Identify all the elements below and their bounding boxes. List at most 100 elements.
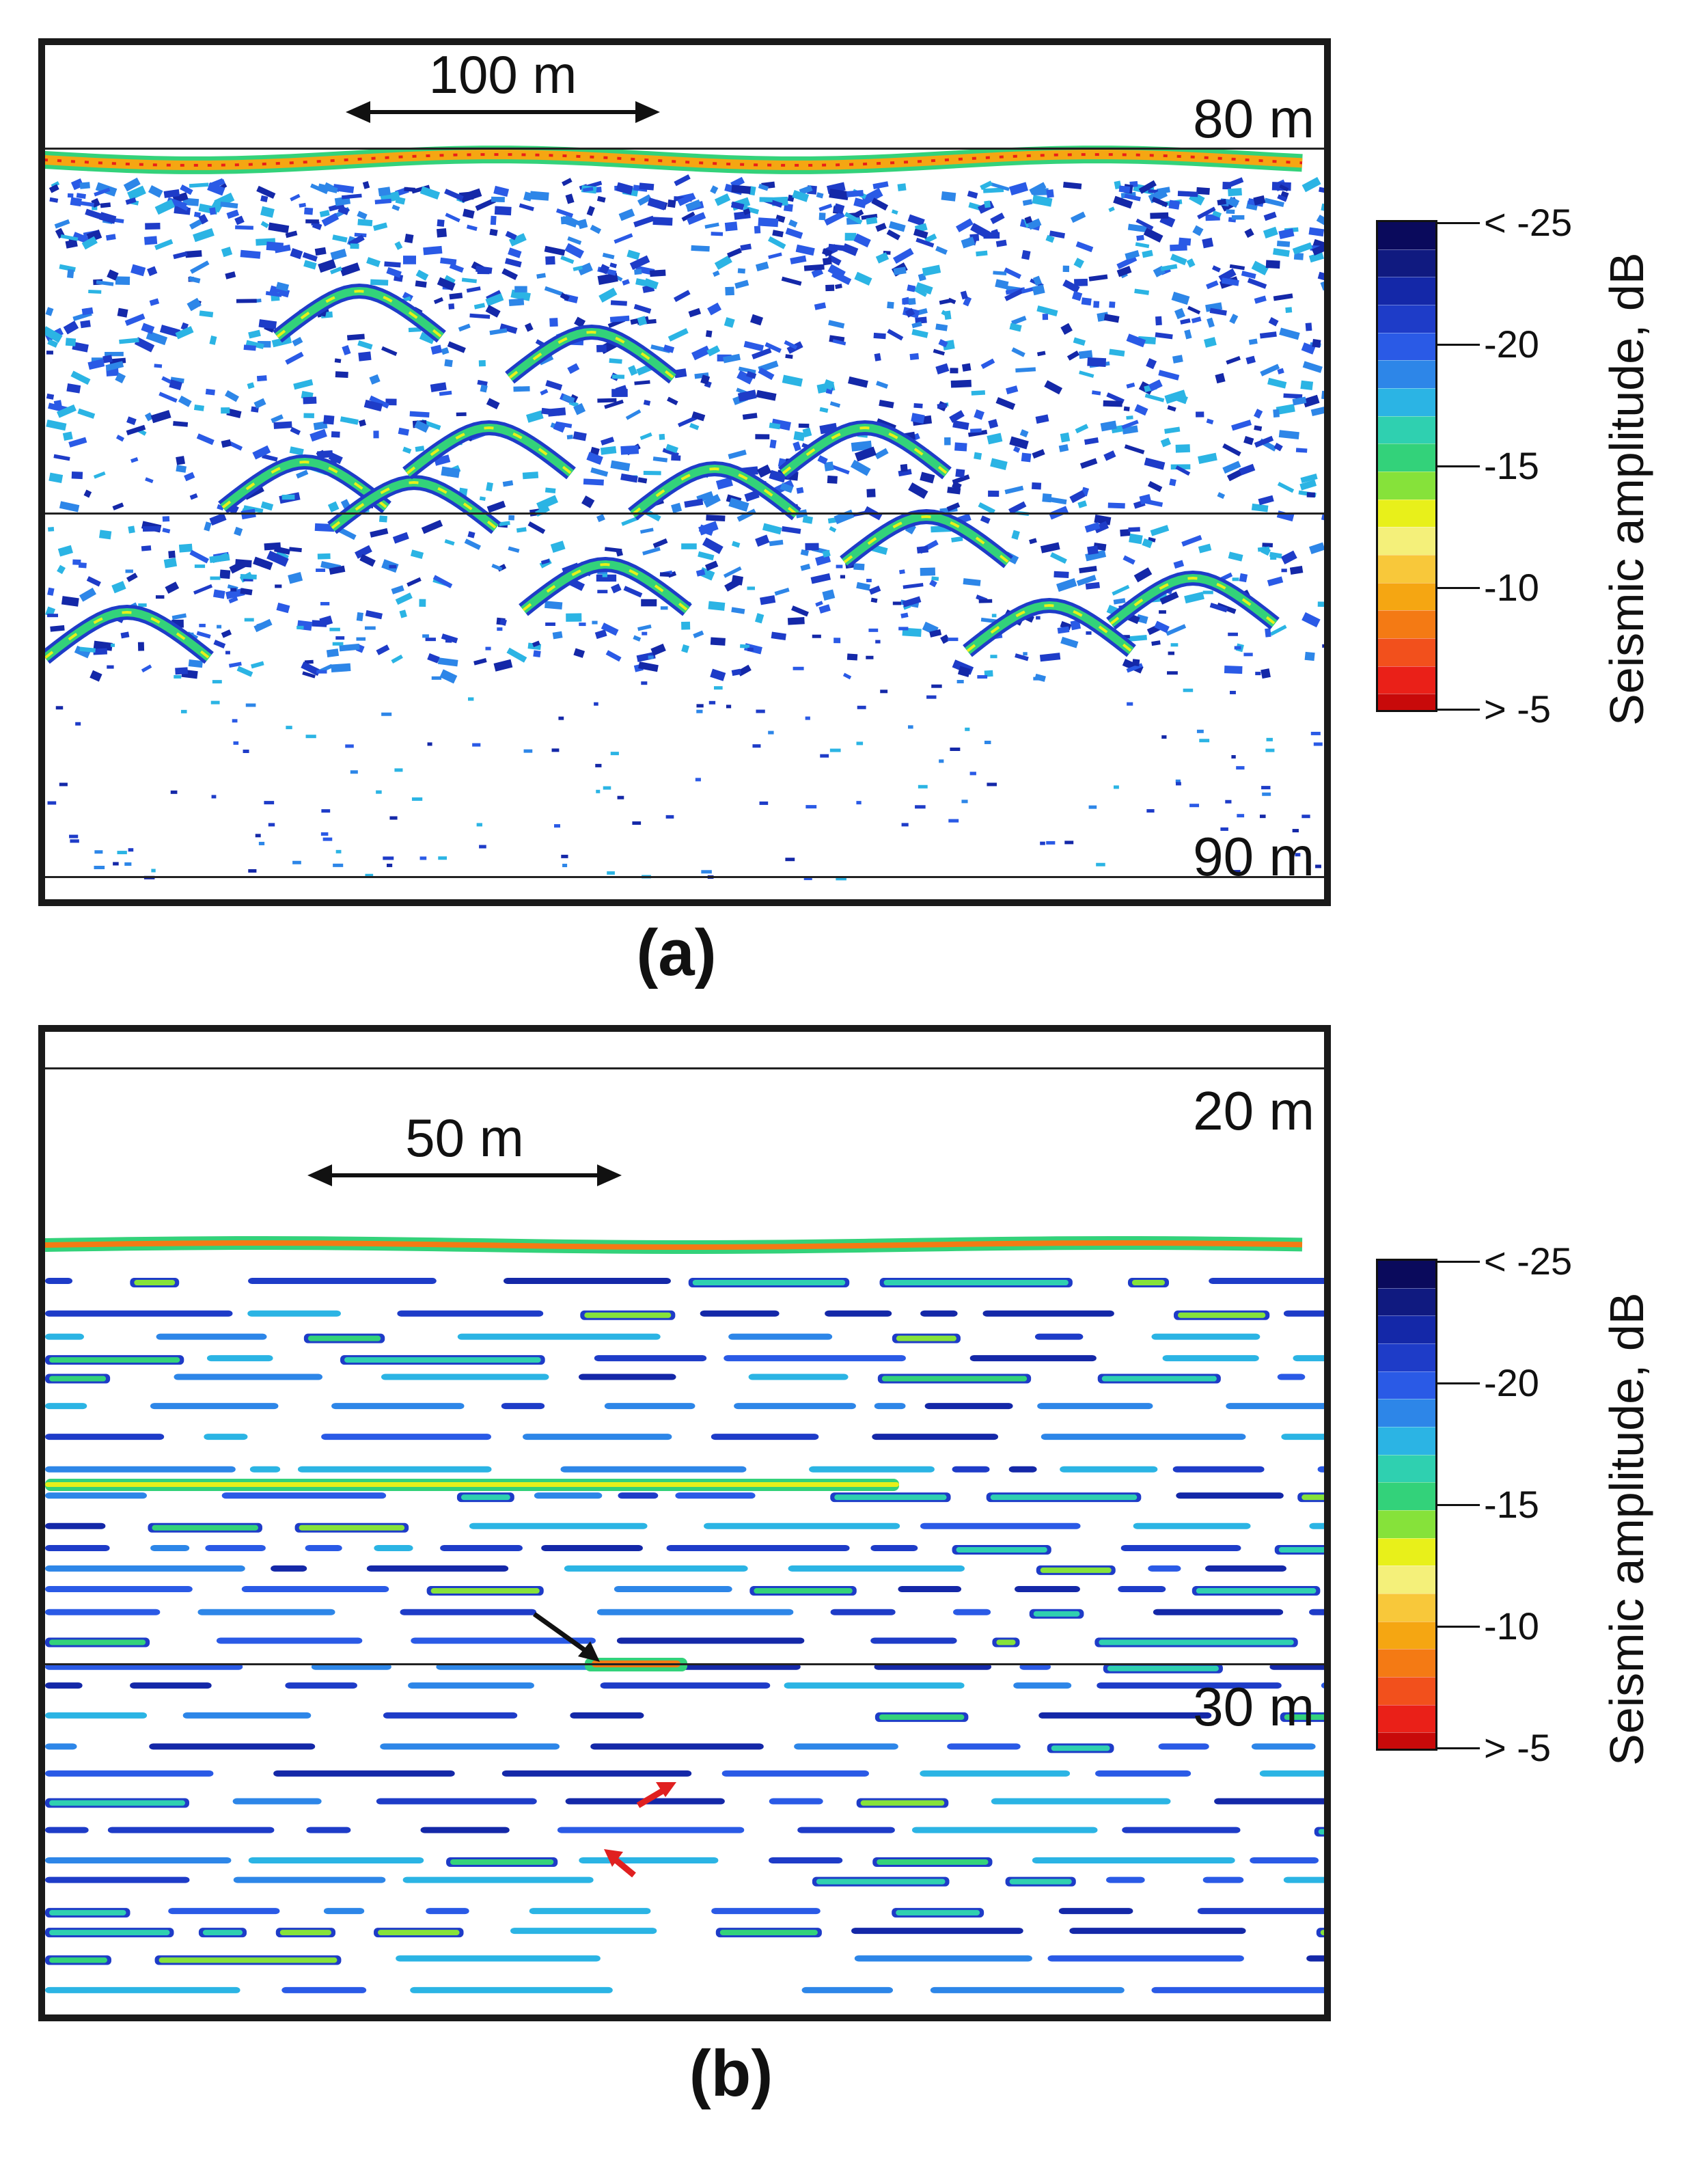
amplitude-speckle [983, 187, 1004, 193]
layer-reflector [1283, 1876, 1324, 1883]
amplitude-speckle [637, 316, 648, 326]
amplitude-speckle [650, 643, 666, 656]
amplitude-speckle [61, 596, 79, 607]
amplitude-speckle [1312, 238, 1324, 251]
amplitude-speckle [302, 671, 316, 679]
amplitude-speckle [402, 446, 412, 454]
amplitude-speckle [771, 631, 786, 640]
amplitude-speckle [674, 174, 691, 187]
amplitude-speckle [1011, 315, 1027, 325]
layer-reflector [1008, 1466, 1037, 1473]
layer-reflector-core [152, 1525, 258, 1531]
amplitude-speckle [516, 527, 527, 533]
amplitude-speckle [419, 331, 435, 344]
colorbar-segment [1378, 1509, 1435, 1538]
layer-reflector [1133, 1522, 1251, 1529]
layer-reflector [1041, 1434, 1246, 1440]
layer-reflector [420, 1827, 510, 1833]
amplitude-speckle [1127, 634, 1148, 642]
amplitude-speckle [1317, 601, 1324, 607]
amplitude-speckle [1004, 485, 1024, 495]
amplitude-speckle [1229, 314, 1239, 325]
amplitude-speckle [437, 277, 456, 291]
colorbar-tick [1437, 1504, 1480, 1506]
amplitude-speckle [94, 866, 105, 870]
black-arrow-icon [532, 1612, 594, 1657]
amplitude-speckle [1322, 644, 1324, 648]
amplitude-speckle [154, 199, 176, 215]
diffraction-hyperbola-peak [221, 460, 388, 509]
amplitude-speckle [824, 210, 845, 226]
amplitude-speckle [1004, 267, 1021, 279]
amplitude-speckle [369, 374, 381, 385]
amplitude-speckle [758, 367, 775, 381]
amplitude-speckle [1168, 651, 1175, 655]
colorbar-segment [1378, 1482, 1435, 1510]
amplitude-speckle [1049, 497, 1067, 505]
amplitude-speckle [391, 204, 400, 211]
amplitude-speckle [527, 521, 546, 534]
amplitude-speckle [795, 244, 815, 256]
amplitude-speckle [411, 797, 423, 801]
layer-reflector [748, 1374, 849, 1380]
layer-reflector-core [49, 1957, 107, 1963]
amplitude-speckle [908, 298, 916, 305]
amplitude-speckle [286, 726, 292, 730]
amplitude-speckle [643, 399, 651, 406]
amplitude-speckle [77, 408, 96, 419]
amplitude-speckle [980, 358, 995, 370]
amplitude-speckle [991, 614, 997, 618]
layer-reflector-core [134, 1280, 176, 1285]
amplitude-speckle [370, 279, 389, 286]
amplitude-speckle [1278, 228, 1295, 239]
amplitude-speckle [1197, 206, 1216, 219]
layer-reflector [1317, 1466, 1324, 1473]
amplitude-speckle [1021, 249, 1031, 260]
amplitude-speckle [760, 594, 776, 605]
amplitude-speckle [1217, 492, 1226, 500]
amplitude-speckle [173, 421, 189, 427]
diffraction-hyperbola-peak [966, 603, 1133, 653]
amplitude-speckle [441, 466, 460, 478]
amplitude-speckle [1215, 372, 1226, 384]
amplitude-speckle [724, 578, 741, 592]
amplitude-speckle [957, 666, 971, 678]
amplitude-speckle [1159, 610, 1166, 614]
amplitude-speckle [1260, 364, 1280, 377]
amplitude-speckle [356, 612, 363, 622]
amplitude-speckle [755, 434, 770, 439]
amplitude-speckle [907, 214, 925, 227]
amplitude-speckle [205, 388, 215, 396]
amplitude-speckle [322, 837, 333, 841]
amplitude-speckle [225, 588, 245, 600]
amplitude-speckle [900, 612, 909, 618]
amplitude-speckle [444, 359, 453, 368]
amplitude-speckle [946, 502, 961, 512]
red-arrow-head-icon [604, 1849, 623, 1867]
amplitude-speckle [724, 221, 738, 232]
amplitude-speckle [1292, 396, 1307, 406]
amplitude-speckle [731, 184, 751, 194]
amplitude-speckle [491, 196, 505, 202]
amplitude-speckle [226, 408, 242, 418]
amplitude-speckle [905, 308, 915, 318]
amplitude-speckle [439, 669, 458, 684]
layer-reflector [700, 1310, 780, 1317]
colorbar-segment [1378, 1704, 1435, 1733]
amplitude-speckle [469, 313, 491, 319]
amplitude-speckle [1126, 382, 1135, 389]
amplitude-speckle [229, 560, 247, 574]
layer-reflector [182, 1712, 312, 1719]
amplitude-speckle [404, 187, 415, 192]
amplitude-speckle [253, 618, 273, 633]
depth-label-top-b: 20 m [1193, 1080, 1314, 1141]
amplitude-speckle [154, 238, 174, 251]
layer-reflector-core [49, 1376, 107, 1382]
amplitude-speckle [622, 279, 630, 286]
amplitude-speckle [984, 740, 991, 744]
amplitude-speckle [63, 320, 79, 335]
amplitude-speckle [102, 355, 113, 364]
colorbar-tick-label: -20 [1484, 323, 1539, 366]
seismic-profile-a: 80 m 90 m 100 m [38, 38, 1331, 906]
amplitude-speckle [335, 636, 345, 640]
